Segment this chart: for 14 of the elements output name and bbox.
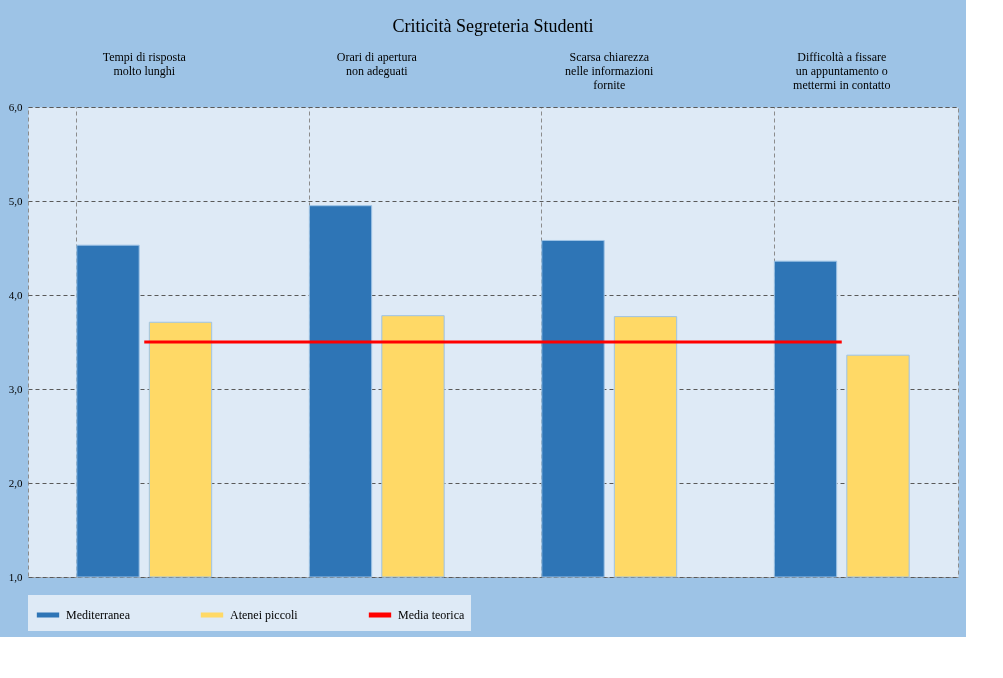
legend-label: Mediterranea <box>66 608 131 622</box>
y-tick-label: 4,0 <box>8 288 23 301</box>
y-tick-label: 3,0 <box>8 382 23 395</box>
x-tick-label: Orari di apertura non adeguati <box>336 49 418 78</box>
x-tick-label: Difficoltà a fissare un appuntamento o mettermi in contatto <box>793 49 891 92</box>
legend-label: Media teorica <box>398 608 465 622</box>
x-tick-label: Tempi di risposta molto lunghi <box>102 49 187 78</box>
y-tick-label: 2,0 <box>8 476 23 489</box>
y-tick-label: 6,0 <box>8 100 23 113</box>
y-tick-label: 1,0 <box>8 570 23 583</box>
x-tick-label: Scarsa chiarezza nelle informazioni fornite <box>565 49 655 92</box>
y-tick-label: 5,0 <box>8 194 23 207</box>
chart-title: Criticità Segreteria Studenti <box>392 16 594 36</box>
legend-label: Atenei piccoli <box>230 608 299 622</box>
